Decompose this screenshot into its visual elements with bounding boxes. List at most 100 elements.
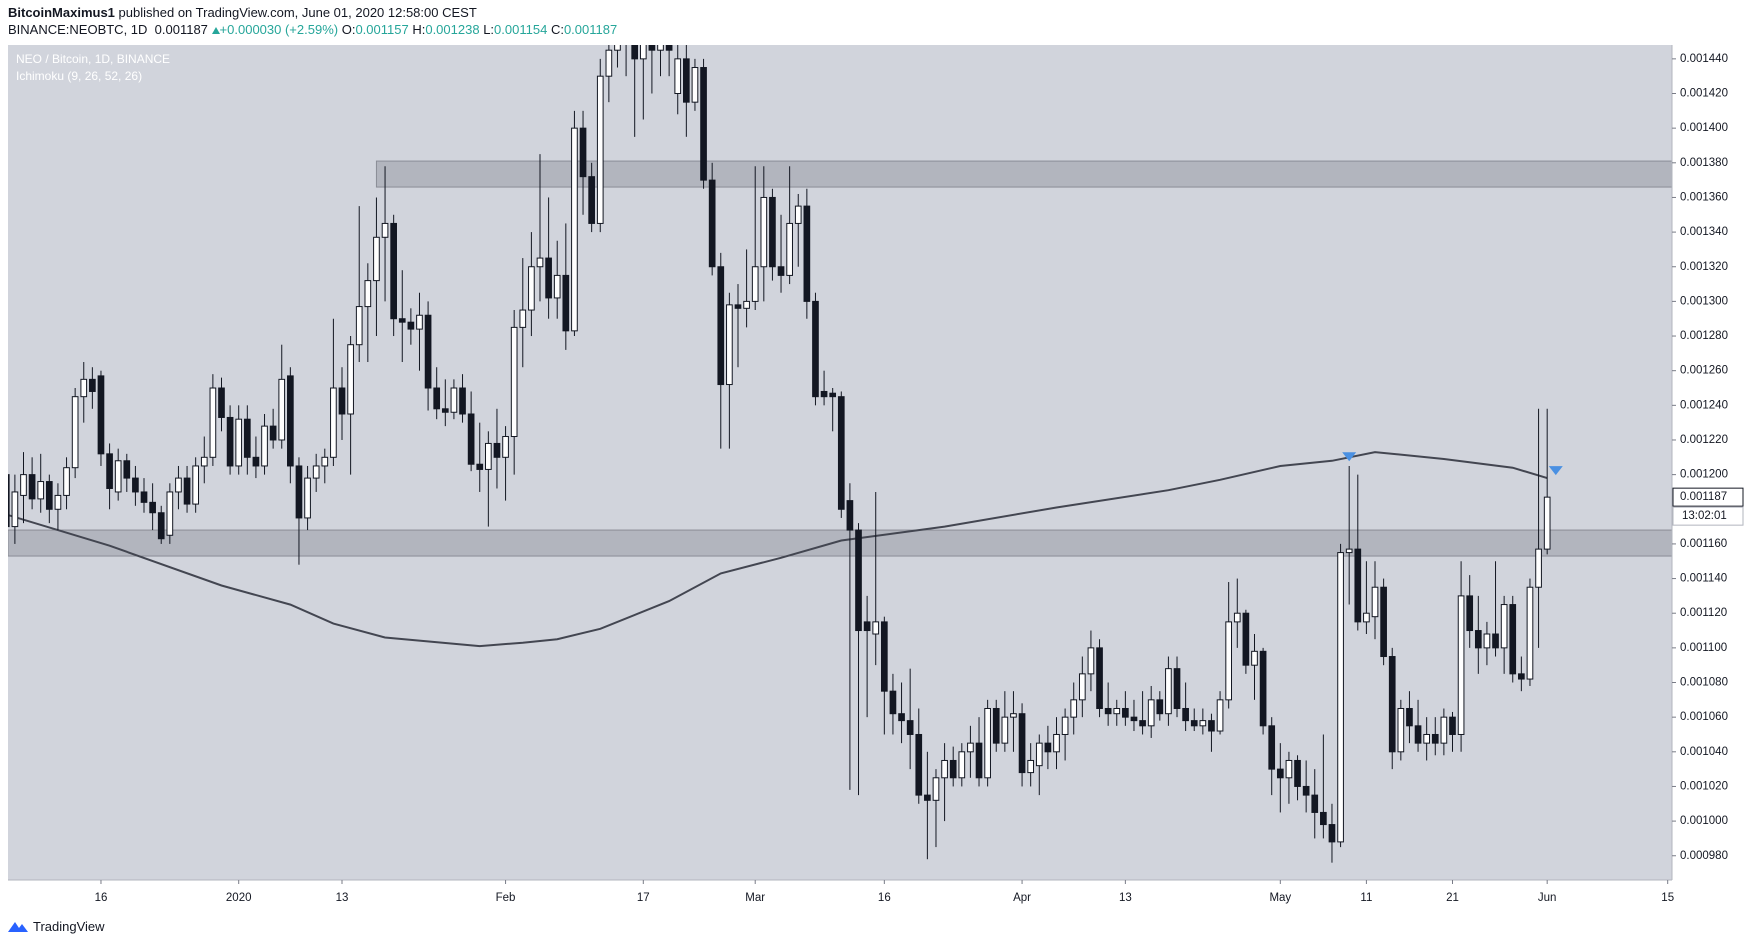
candle-body: [691, 67, 699, 103]
candle-body: [407, 321, 415, 330]
y-tick-label: 0.001100: [1680, 642, 1727, 654]
candle-body: [975, 742, 983, 779]
candle-body: [855, 529, 862, 632]
candle-body: [1233, 612, 1241, 623]
candle-body: [252, 456, 260, 467]
x-tick-label: 2020: [226, 892, 252, 904]
chart: NEO / Bitcoin, 1D, BINANCE Ichimoku (9, 2…: [8, 45, 1744, 904]
candle-body: [1431, 733, 1439, 744]
candle-body: [20, 474, 27, 496]
footer: TradingView: [8, 919, 105, 934]
candle-body: [1311, 794, 1319, 813]
candle-body: [1354, 548, 1362, 623]
candle-body: [837, 396, 845, 510]
logo-shape: [8, 921, 28, 932]
y-tick-label: 0.001220: [1680, 434, 1728, 446]
x-tick-label: 21: [1446, 892, 1459, 904]
average-line: [8, 451, 1548, 648]
candle-body: [1492, 633, 1499, 649]
candle-body: [11, 491, 19, 528]
candle-body: [1139, 720, 1146, 727]
candle-body: [209, 387, 217, 458]
candle-body: [8, 474, 10, 528]
x-tick-label: Mar: [745, 892, 765, 904]
candle-body: [1457, 595, 1465, 735]
candle-body: [1182, 707, 1189, 722]
candle-body: [218, 387, 225, 418]
candle-body: [1173, 668, 1181, 709]
candle-body: [605, 49, 613, 77]
candle-body: [665, 45, 673, 51]
candle-body: [295, 465, 303, 519]
candle-body: [1474, 630, 1482, 649]
ohlc-value: 0.001238: [425, 22, 480, 37]
y-tick-label: 0.001380: [1680, 157, 1728, 169]
candle-body: [28, 474, 36, 500]
x-tick-label: 13: [1119, 892, 1132, 904]
candle-body: [915, 733, 923, 796]
candle-body: [441, 408, 449, 413]
y-tick-label: 0.001400: [1680, 122, 1728, 134]
candle-body: [1035, 742, 1043, 767]
candle-body: [493, 442, 501, 458]
candle-body: [553, 274, 561, 299]
candle-body: [304, 477, 311, 519]
y-tick-label: 0.001240: [1680, 399, 1728, 411]
candle-body: [106, 453, 113, 489]
candle-body: [614, 45, 621, 51]
candle-body: [846, 500, 854, 531]
brand: TradingView: [33, 919, 105, 934]
y-tick-label: 0.001120: [1680, 607, 1727, 619]
x-tick-label: 11: [1360, 892, 1372, 904]
candle-body: [1208, 720, 1215, 732]
candle-body: [390, 222, 397, 320]
change: +0.000030 (+2.59%): [219, 22, 339, 37]
candle-body: [243, 418, 251, 458]
candle-body: [958, 751, 966, 779]
zone: [375, 160, 1672, 188]
candle-body: [364, 280, 372, 308]
y-tick-label: 0.001260: [1680, 365, 1728, 377]
candle-body: [1242, 612, 1250, 666]
candle-body: [1001, 716, 1009, 744]
candle-body: [1113, 707, 1121, 715]
zone: [8, 529, 1672, 557]
candle-body: [924, 794, 931, 801]
candle-body: [648, 45, 656, 51]
candle-body: [751, 266, 759, 302]
candle-body: [906, 720, 914, 735]
candle-body: [312, 465, 320, 479]
candle-body: [872, 621, 880, 635]
candle-body: [803, 205, 811, 302]
candle-body: [355, 306, 363, 346]
candle-body: [1483, 633, 1491, 649]
candle-body: [381, 222, 389, 238]
y-tick-label: 0.000980: [1680, 850, 1728, 862]
candle-body: [829, 392, 837, 398]
candle-body: [777, 266, 785, 276]
candle-body: [889, 690, 897, 715]
y-tick-label: 0.001160: [1680, 538, 1727, 550]
candle-body: [1397, 707, 1405, 753]
y-tick-label: 0.001300: [1680, 295, 1728, 307]
candle-body: [347, 344, 354, 415]
candle-body: [1526, 586, 1534, 680]
candle-body: [743, 300, 750, 309]
y-tick-label: 0.001140: [1680, 573, 1727, 585]
candle-body: [149, 501, 156, 514]
candle-body: [794, 205, 802, 224]
candle-body: [588, 176, 595, 224]
candle-body: [992, 707, 1000, 744]
candle-body: [1406, 707, 1413, 727]
candle-body: [967, 742, 974, 753]
ohlc-label: C:: [550, 22, 564, 37]
candle-body: [226, 416, 234, 467]
logo: [8, 921, 28, 932]
y-tick-label: 0.001020: [1680, 780, 1728, 792]
candle-body: [200, 456, 208, 467]
candle-body: [450, 387, 458, 413]
candle-body: [536, 257, 544, 268]
candle-body: [261, 425, 268, 467]
candle-body: [708, 179, 716, 268]
